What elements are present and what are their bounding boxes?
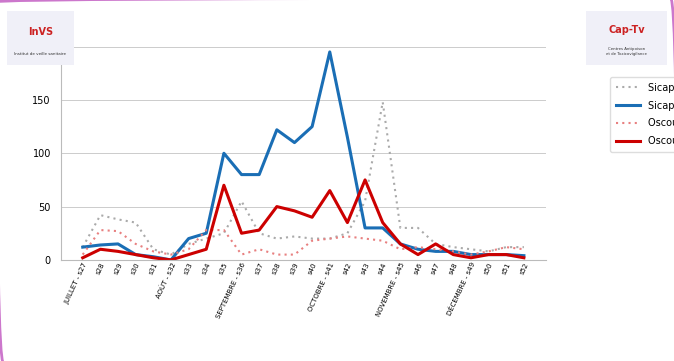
Legend: Sicap 2014, Sicap 2015, Oscour® 2014, Oscour® 2015: Sicap 2014, Sicap 2015, Oscour® 2014, Os… <box>610 77 674 152</box>
FancyBboxPatch shape <box>582 8 671 68</box>
Text: Centres Antipoison
et de Toxicovigilance: Centres Antipoison et de Toxicovigilance <box>607 47 647 56</box>
Text: Cap-Tv: Cap-Tv <box>609 25 645 35</box>
FancyBboxPatch shape <box>3 8 78 68</box>
Text: Institut de veille sanitaire: Institut de veille sanitaire <box>14 52 67 56</box>
Text: InVS: InVS <box>28 27 53 38</box>
